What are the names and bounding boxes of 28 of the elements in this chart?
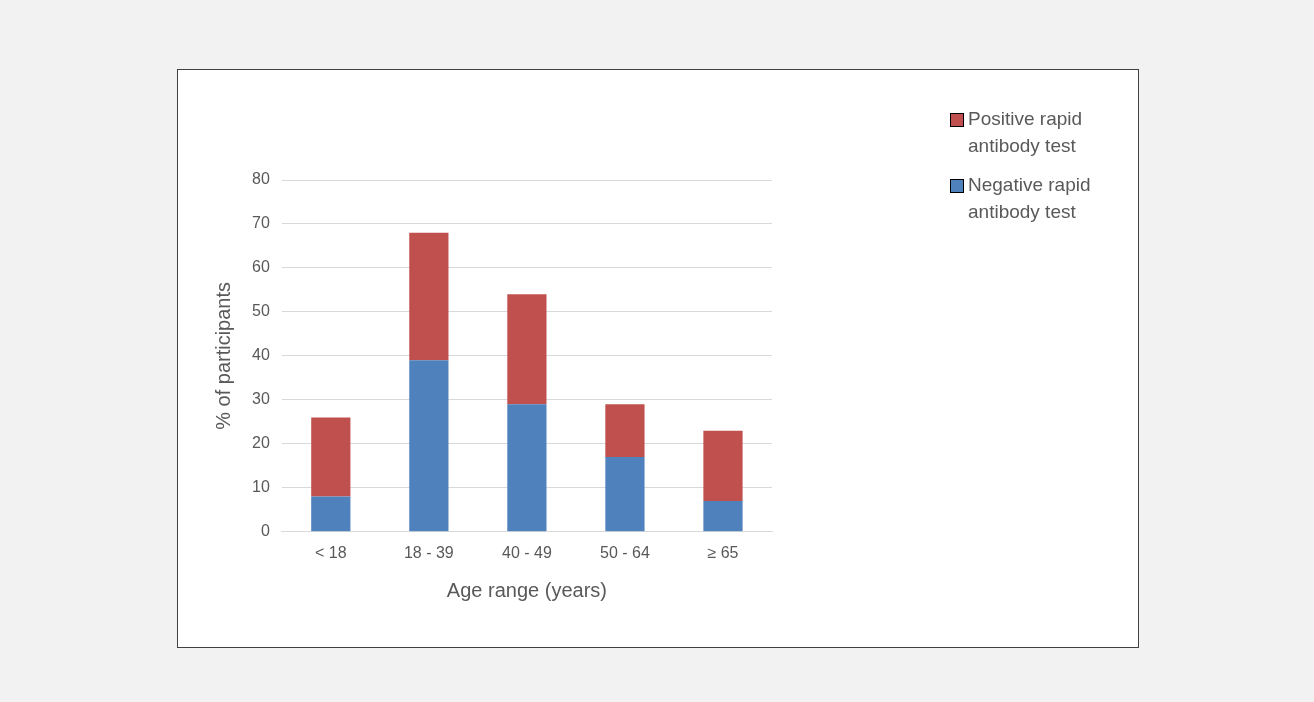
- y-tick-label: 50: [252, 302, 270, 320]
- x-tick-label: < 18: [315, 543, 347, 561]
- x-axis-title: Age range (years): [446, 578, 607, 601]
- y-tick-label: 20: [252, 434, 270, 452]
- bar: [311, 417, 351, 497]
- y-axis-title: % of participants: [211, 281, 234, 430]
- bar: [605, 457, 645, 532]
- bar: [703, 430, 743, 502]
- bar: [409, 232, 449, 361]
- y-tick-label: 60: [252, 258, 270, 276]
- x-tick-label: 50 - 64: [600, 543, 650, 561]
- y-tick-label: 80: [252, 170, 270, 188]
- x-tick-label: 40 - 49: [501, 543, 552, 561]
- x-tick-label: 18 - 39: [403, 543, 454, 561]
- y-tick-label: 40: [252, 346, 270, 364]
- x-tick-label: ≥ 65: [707, 543, 739, 561]
- legend-label: Positive rapid antibody test: [968, 107, 1084, 158]
- y-tick-label: 30: [252, 390, 270, 408]
- bar: [409, 360, 449, 532]
- bar: [507, 404, 547, 532]
- bar: [507, 294, 547, 405]
- bar: [703, 501, 743, 532]
- y-tick-label: 10: [252, 478, 270, 496]
- y-tick-label: 0: [260, 522, 270, 540]
- y-tick-label: 70: [252, 214, 270, 232]
- bar: [605, 404, 645, 458]
- legend-label: Negative rapid antibody test: [968, 173, 1092, 224]
- bar: [311, 496, 351, 532]
